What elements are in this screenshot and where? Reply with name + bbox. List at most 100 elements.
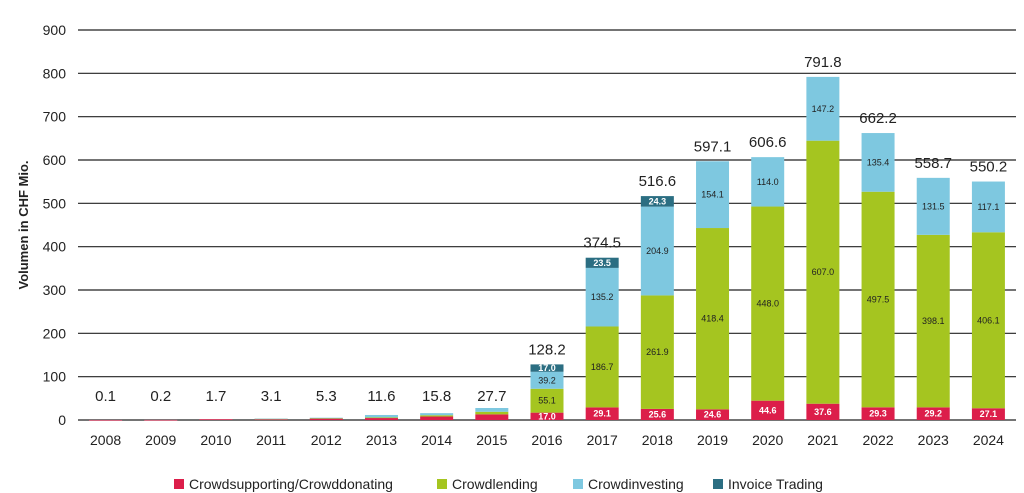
segment-value-label: 23.5: [593, 258, 611, 268]
bar-segment: [364, 418, 398, 420]
x-tick-label: 2012: [311, 432, 342, 448]
bar-segment: [89, 419, 123, 421]
segment-value-label: 135.2: [591, 292, 614, 302]
bar-segment: [585, 257, 619, 268]
bar-segment: [420, 415, 454, 417]
bar-segment: [916, 407, 950, 420]
segment-value-label: 204.9: [646, 246, 669, 256]
x-tick-label: 2023: [918, 432, 949, 448]
legend-item: Crowdlending: [437, 476, 538, 492]
segment-value-label: 448.0: [756, 299, 779, 309]
bar-segment: [530, 364, 564, 372]
segment-value-label: 154.1: [701, 190, 724, 200]
bar-segment: [309, 418, 343, 420]
bar-segment: [364, 417, 398, 419]
segment-value-label: 24.3: [649, 196, 667, 206]
total-value-label: 516.6: [639, 173, 677, 190]
total-value-labels: 0.1 0.2 1.7 3.1 5.3 11.6 15.8 27.7 128.2 374.5 516…: [95, 54, 1007, 405]
y-tick-label: 500: [43, 195, 67, 211]
legend-swatch: [573, 479, 583, 489]
legend-swatch: [174, 479, 184, 489]
bar-segment: [530, 388, 564, 413]
segment-value-label: 55.1: [538, 396, 556, 406]
bar-segment: [530, 412, 564, 420]
gridlines: [78, 29, 1016, 421]
total-value-label: 3.1: [261, 388, 282, 405]
total-value-label: 0.2: [150, 388, 171, 405]
total-value-label: 597.1: [694, 138, 732, 155]
segment-value-label: 29.2: [924, 409, 942, 419]
legend-item: Crowdinvesting: [573, 476, 684, 492]
segment-value-label: 398.1: [922, 316, 945, 326]
bar-segment: [861, 191, 895, 408]
total-value-label: 15.8: [422, 388, 451, 405]
x-tick-label: 2017: [587, 432, 618, 448]
segment-value-label: 147.2: [812, 104, 835, 114]
bar-segment: [585, 267, 619, 327]
total-value-label: 791.8: [804, 54, 842, 71]
segment-value-label: 24.6: [704, 410, 722, 420]
bar-segment: [640, 295, 674, 409]
bar-segment: [696, 161, 730, 229]
segment-value-label: 17.0: [538, 411, 556, 421]
bar-segment: [751, 157, 785, 207]
y-tick-label: 400: [43, 239, 67, 255]
x-tick-label: 2010: [200, 432, 231, 448]
total-value-label: 1.7: [206, 388, 227, 405]
legend: Crowdsupporting/Crowddonating Crowdlendin…: [174, 476, 823, 492]
bar-segment: [475, 411, 509, 415]
total-value-label: 128.2: [528, 341, 566, 358]
total-value-label: 27.7: [477, 388, 506, 405]
bar-segment: [861, 133, 895, 192]
segment-value-label: 418.4: [701, 314, 724, 324]
x-tick-label: 2019: [697, 432, 728, 448]
segment-value-label: 406.1: [977, 315, 1000, 325]
total-value-label: 5.3: [316, 388, 337, 405]
segment-value-label: 27.1: [980, 409, 998, 419]
segment-value-label: 29.3: [869, 409, 887, 419]
total-value-label: 550.2: [970, 159, 1008, 176]
y-tick-label: 900: [43, 22, 67, 38]
segment-value-label: 131.5: [922, 201, 945, 211]
bar-segment: [254, 418, 288, 420]
bar-segment: [640, 408, 674, 420]
total-value-label: 662.2: [859, 110, 897, 127]
x-tick-label: 2020: [752, 432, 783, 448]
bar-segment: [585, 407, 619, 420]
x-tick-label: 2021: [807, 432, 838, 448]
segment-value-label: 114.0: [757, 177, 779, 187]
bar-segment: [475, 407, 509, 412]
y-tick-label: 300: [43, 282, 67, 298]
segment-value-label: 497.5: [867, 295, 890, 305]
segment-value-label: 25.6: [649, 409, 667, 419]
x-axis-tick-labels: 2008 2009 2010 2011 2012 2013 2014 2015 2016 2017…: [90, 432, 1004, 448]
segment-value-label: 186.7: [591, 362, 614, 372]
bar-segment: [309, 418, 343, 419]
bar-segment: [806, 76, 840, 141]
legend-label: Invoice Trading: [728, 476, 823, 492]
total-value-label: 374.5: [583, 235, 621, 252]
bar-segment: [585, 326, 619, 408]
y-tick-label: 100: [43, 369, 67, 385]
bar-segment: [640, 206, 674, 296]
segment-value-label: 17.0: [538, 363, 556, 373]
segment-value-labels: 17.0 55.1 39.2 17.0 29.1 186.7 135.2 23.5 25.6 26…: [538, 104, 999, 422]
total-value-label: 558.7: [914, 155, 952, 172]
bar-segment: [806, 140, 840, 404]
bars: [89, 76, 1005, 421]
y-axis-title: Volumen in CHF Mio.: [16, 160, 31, 289]
legend-item: Crowdsupporting/Crowddonating: [174, 476, 393, 492]
y-tick-label: 800: [43, 65, 67, 81]
bar-segment: [309, 417, 343, 419]
legend-swatch: [713, 479, 723, 489]
bar-segment: [916, 234, 950, 408]
x-tick-label: 2022: [862, 432, 893, 448]
segment-value-label: 29.1: [593, 409, 611, 419]
segment-value-label: 607.0: [812, 267, 835, 277]
legend-label: Crowdinvesting: [588, 476, 684, 492]
bar-segment: [971, 232, 1005, 409]
bar-segment: [696, 409, 730, 420]
x-tick-label: 2008: [90, 432, 121, 448]
segment-value-label: 37.6: [814, 407, 832, 417]
